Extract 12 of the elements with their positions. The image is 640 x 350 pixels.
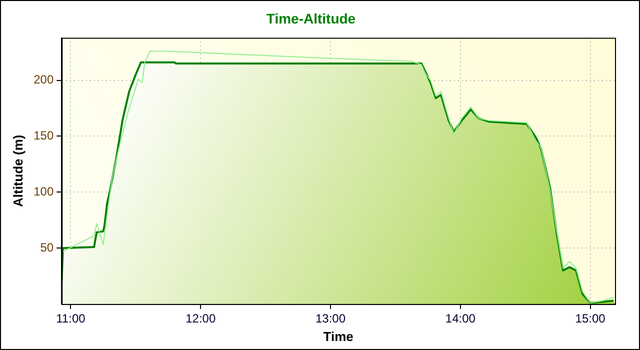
x-tick-label: 14:00: [445, 312, 476, 326]
y-tick-label: 200: [34, 72, 54, 87]
x-tick-label: 13:00: [316, 312, 346, 326]
chart-title: Time-Altitude: [266, 10, 356, 26]
x-tick-label: 12:00: [186, 312, 216, 326]
x-tick-label: 11:00: [56, 312, 86, 326]
y-tick-label: 100: [34, 184, 54, 198]
y-tick-label: 50: [40, 240, 54, 254]
x-tick-label: 15:00: [575, 312, 606, 326]
y-axis-title: Altitude (m): [10, 134, 26, 208]
x-axis-title: Time: [323, 328, 354, 344]
y-tick-label: 150: [34, 128, 54, 143]
